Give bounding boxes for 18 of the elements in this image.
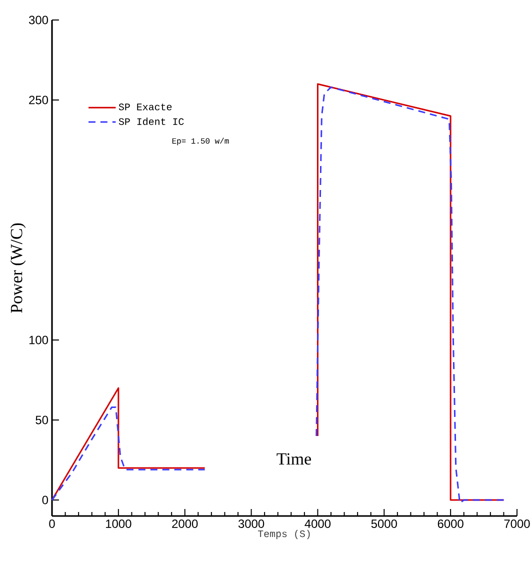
x-tick-label: 0: [49, 520, 55, 528]
legend-label: SP Exacte: [118, 104, 172, 110]
y-tick-label: 250: [29, 96, 48, 104]
y-axis-title: Power (W/C): [10, 223, 26, 313]
x-tick-label: 4000: [304, 520, 331, 528]
x-tick-label: 6000: [438, 520, 464, 528]
x-tick-label: 3000: [238, 520, 264, 528]
x-axis-title: Temps (S): [258, 530, 310, 540]
x-tick-label: 7000: [504, 520, 530, 528]
x-tick-label: 2000: [172, 520, 198, 528]
annotation: Time: [276, 453, 311, 465]
y-tick-label: 50: [36, 416, 48, 424]
y-tick-label: 0: [42, 496, 48, 504]
x-tick-label: 5000: [371, 520, 397, 528]
y-tick-label: 300: [28, 16, 48, 24]
y-tick-label: 100: [29, 336, 48, 344]
x-tick-label: 1000: [106, 520, 132, 528]
legend-label: SP Ident IC: [118, 118, 184, 126]
